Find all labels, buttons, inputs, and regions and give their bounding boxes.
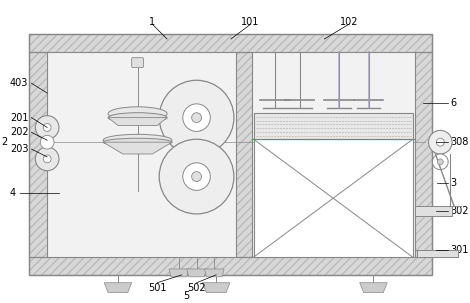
- Text: 502: 502: [187, 283, 206, 293]
- Text: 302: 302: [450, 206, 469, 216]
- Text: 102: 102: [340, 17, 358, 27]
- Ellipse shape: [108, 113, 167, 122]
- Bar: [47, 52, 415, 257]
- Bar: [253, 139, 413, 257]
- Text: 201: 201: [10, 113, 28, 123]
- Text: 101: 101: [242, 17, 260, 27]
- Circle shape: [35, 147, 59, 171]
- Polygon shape: [103, 142, 172, 154]
- Text: 501: 501: [148, 283, 166, 293]
- Text: 5: 5: [184, 291, 190, 301]
- Circle shape: [43, 124, 51, 132]
- Circle shape: [183, 104, 210, 132]
- Circle shape: [45, 140, 50, 145]
- Bar: [236, 52, 251, 257]
- Circle shape: [192, 172, 202, 181]
- Circle shape: [159, 80, 234, 155]
- Text: 1: 1: [149, 17, 156, 27]
- Bar: [236, 52, 251, 257]
- Text: 202: 202: [10, 127, 29, 137]
- Text: 2: 2: [1, 137, 8, 147]
- Polygon shape: [108, 118, 167, 125]
- Circle shape: [159, 139, 234, 214]
- Bar: [30, 52, 47, 257]
- Polygon shape: [169, 269, 188, 277]
- Circle shape: [40, 135, 54, 149]
- Polygon shape: [360, 283, 387, 293]
- Text: 308: 308: [450, 137, 469, 147]
- Bar: [417, 250, 458, 257]
- Ellipse shape: [103, 138, 172, 146]
- Bar: [415, 52, 432, 257]
- Circle shape: [43, 155, 51, 163]
- Polygon shape: [187, 269, 206, 277]
- Polygon shape: [104, 283, 132, 293]
- Bar: [30, 52, 47, 257]
- Text: 203: 203: [10, 144, 28, 154]
- Circle shape: [35, 116, 59, 139]
- FancyBboxPatch shape: [132, 58, 143, 68]
- Bar: [30, 257, 432, 275]
- Bar: [30, 34, 432, 52]
- Bar: [30, 34, 432, 52]
- Bar: [415, 52, 432, 257]
- Circle shape: [192, 113, 202, 122]
- Bar: [30, 257, 432, 275]
- Circle shape: [183, 163, 210, 190]
- Ellipse shape: [103, 134, 172, 146]
- Ellipse shape: [108, 107, 167, 121]
- Circle shape: [436, 138, 444, 146]
- Text: 403: 403: [10, 78, 28, 88]
- Bar: [415, 206, 452, 216]
- Text: 301: 301: [450, 245, 469, 255]
- Circle shape: [429, 130, 452, 154]
- Polygon shape: [203, 283, 230, 293]
- Bar: [30, 34, 432, 275]
- Bar: [253, 113, 413, 139]
- Text: 3: 3: [450, 178, 456, 188]
- Circle shape: [432, 154, 448, 170]
- Text: 6: 6: [450, 98, 456, 108]
- Polygon shape: [204, 269, 224, 277]
- Text: 4: 4: [10, 188, 16, 198]
- Circle shape: [438, 159, 443, 165]
